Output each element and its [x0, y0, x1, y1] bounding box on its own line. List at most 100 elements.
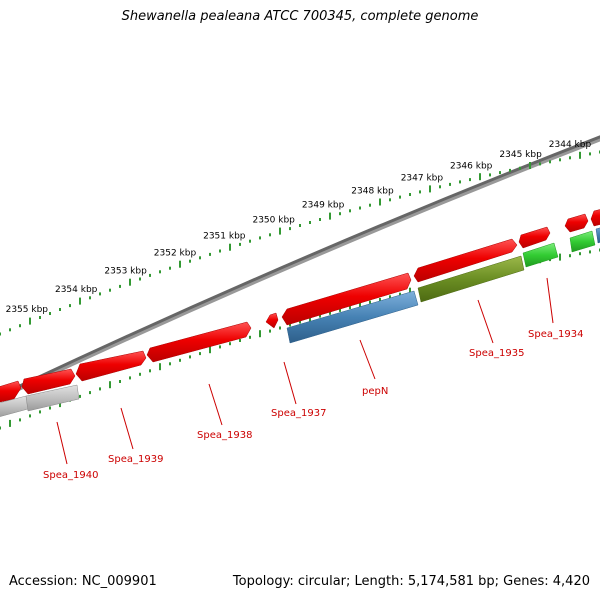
kbp-tick-label: 2353 kbp	[104, 266, 147, 276]
gene-labels: Spea_1934 Spea_1935 pepN Spea_1937 Spea_…	[43, 329, 583, 481]
outer-ruler-dot	[159, 270, 161, 274]
genome-backbone-shadow	[0, 136, 600, 401]
outer-ruler-major-tick	[429, 185, 431, 193]
outer-ruler-dot	[489, 173, 491, 177]
outer-ruler-dot	[289, 227, 291, 231]
plus-strand-track	[0, 207, 600, 403]
gene-block-spea1940-b[interactable]	[25, 384, 80, 412]
outer-ruler-dot	[509, 168, 511, 172]
leader-spea1934	[546, 277, 554, 324]
inner-ruler-dot	[229, 342, 231, 346]
outer-ruler-dot	[189, 259, 191, 263]
outer-ruler-dot	[39, 316, 41, 319]
gene-arrow-spea1934-strand[interactable]	[518, 226, 551, 249]
outer-ruler-dot	[9, 328, 11, 332]
inner-ruler-major-tick	[309, 315, 311, 323]
kbp-tick-label: 2348 kbp	[351, 187, 394, 197]
gene-block-right-green[interactable]	[569, 230, 596, 253]
inner-ruler-dot	[279, 326, 281, 330]
outer-ruler-dot	[339, 212, 341, 216]
leader-spea1937	[283, 361, 297, 405]
gene-arrow-spea1938-a[interactable]	[75, 350, 147, 382]
inner-ruler-major-tick	[159, 363, 161, 371]
leader-spea1935	[477, 299, 494, 344]
gene-label-spea1939[interactable]: Spea_1939	[108, 454, 163, 465]
outer-ruler-dot	[249, 239, 251, 243]
gene-arrow-left-edge[interactable]	[0, 380, 22, 403]
inner-ruler-dot	[369, 300, 371, 304]
inner-ruler-dot	[189, 355, 191, 359]
inner-ruler-dot	[299, 320, 301, 324]
inner-ruler-dot	[89, 391, 91, 395]
outer-ruler-dot	[69, 304, 71, 308]
inner-ruler-dot	[139, 372, 141, 376]
gene-arrow-pepN-strand[interactable]	[281, 272, 412, 326]
kbp-tick-labels: 2344 kbp 2345 kbp 2346 kbp 2347 kbp 2348 kbp…	[6, 140, 592, 315]
outer-ruler-dot	[269, 233, 271, 237]
outer-ruler-dot	[99, 292, 101, 296]
gene-arrow-right-b[interactable]	[590, 207, 600, 227]
gene-label-spea1934[interactable]: Spea_1934	[528, 329, 583, 340]
inner-ruler-dot	[329, 311, 331, 315]
inner-ruler-dot	[19, 418, 21, 422]
gene-block-spea1935[interactable]	[417, 255, 525, 303]
outer-ruler-dot	[299, 224, 301, 227]
gene-block-spea1934[interactable]	[522, 242, 559, 268]
kbp-tick-label: 2346 kbp	[450, 161, 493, 171]
outer-ruler-major-tick	[229, 243, 231, 251]
gene-block-right-steel[interactable]	[595, 225, 600, 244]
inner-ruler-dot	[219, 345, 221, 349]
inner-ruler-dot	[29, 414, 31, 418]
gene-label-spea1940[interactable]: Spea_1940	[43, 470, 98, 481]
leader-spea1938	[208, 383, 223, 426]
inner-ruler-dot	[339, 308, 341, 312]
gene-label-spea1937[interactable]: Spea_1937	[271, 408, 326, 419]
outer-ruler-dot	[369, 203, 371, 207]
gene-arrow-spea1935-strand[interactable]	[413, 238, 518, 283]
outer-ruler-dot	[319, 218, 321, 221]
gene-label-spea1935[interactable]: Spea_1935	[469, 348, 524, 359]
minus-strand-track	[0, 225, 600, 417]
inner-ruler-dot	[119, 380, 121, 383]
outer-ruler-dot	[399, 195, 401, 199]
gene-arrow-spea1939[interactable]	[21, 368, 76, 395]
outer-ruler-dot	[469, 178, 471, 182]
leader-spea1939	[120, 407, 134, 450]
gene-block-pepN[interactable]	[286, 290, 419, 344]
inner-ruler-dot	[199, 352, 201, 356]
kbp-tick-label: 2351 kbp	[203, 232, 246, 242]
inner-ruler-major-tick	[9, 419, 11, 427]
outer-kbp-ruler	[0, 150, 600, 336]
gene-arrow-right-a[interactable]	[564, 213, 589, 233]
kbp-tick-label: 2352 kbp	[154, 249, 197, 259]
outer-ruler-dot	[419, 190, 421, 194]
outer-ruler-dot	[569, 156, 571, 160]
outer-ruler-dot	[439, 185, 441, 189]
inner-ruler-dot	[399, 292, 401, 296]
inner-ruler-dot	[249, 335, 251, 339]
outer-ruler-major-tick	[329, 212, 331, 220]
inner-ruler-dot	[129, 376, 131, 380]
accession-label: Accession: NC_009901	[9, 574, 157, 589]
outer-ruler-dot	[449, 182, 451, 186]
gene-arrow-spea1938-b[interactable]	[146, 321, 252, 363]
outer-ruler-dot	[139, 277, 141, 281]
leader-pepN	[359, 339, 376, 380]
outer-ruler-dot	[49, 312, 51, 315]
outer-ruler-dot	[0, 332, 1, 336]
outer-ruler-dot	[539, 162, 541, 166]
genome-summary-label: Topology: circular; Length: 5,174,581 bp…	[232, 574, 590, 589]
inner-ruler-dot	[169, 362, 171, 366]
inner-ruler-dot	[179, 358, 181, 362]
outer-ruler-major-tick	[379, 198, 381, 206]
inner-ruler-dot	[79, 394, 81, 398]
gene-arrow-spea1937[interactable]	[265, 312, 279, 329]
outer-ruler-dot	[169, 266, 171, 270]
inner-ruler-dot	[579, 252, 581, 256]
leader-spea1940	[56, 421, 68, 465]
gene-label-spea1938[interactable]: Spea_1938	[197, 430, 252, 441]
gene-label-pepN[interactable]: pepN	[362, 386, 388, 397]
outer-ruler-dot	[349, 209, 351, 213]
gene-label-leaders	[56, 277, 554, 465]
